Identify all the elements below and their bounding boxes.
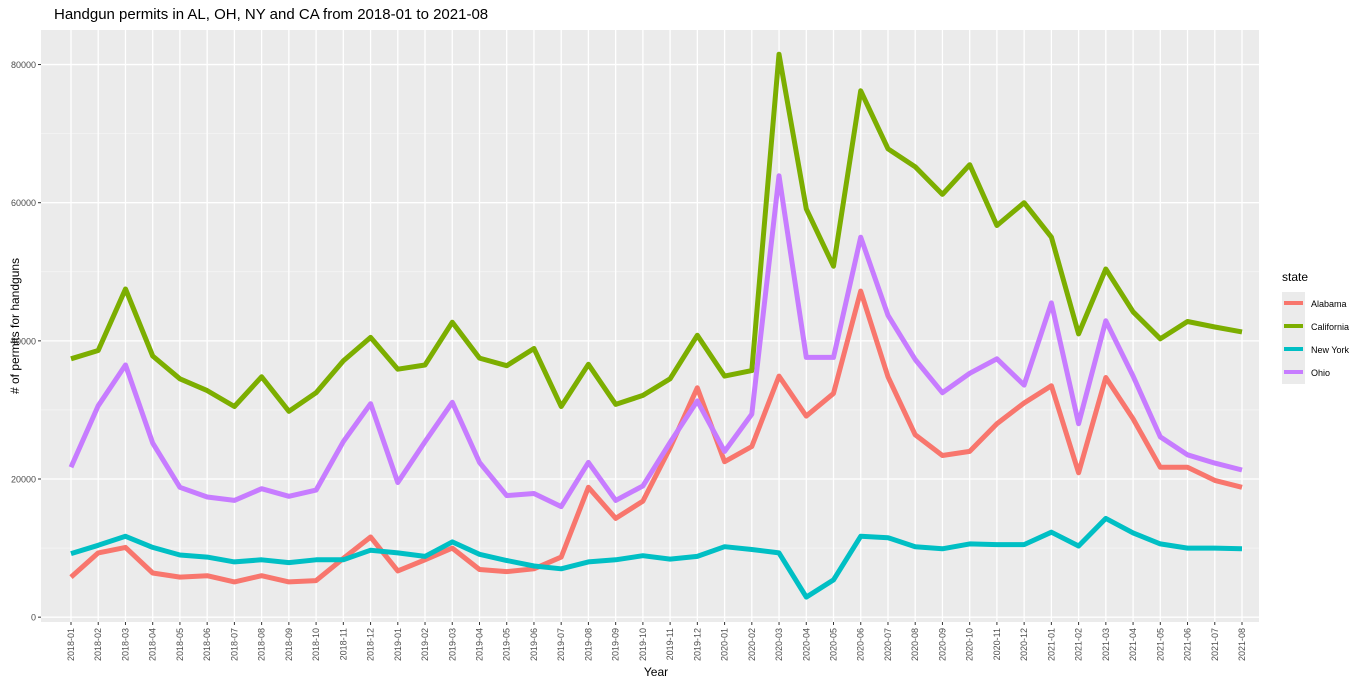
legend-swatch: [1282, 361, 1305, 384]
x-tick-label: 2020-05: [829, 628, 839, 661]
x-tick-label: 2018-01: [66, 628, 76, 661]
x-tick-label: 2019-09: [611, 628, 621, 661]
x-tick-label: 2018-10: [311, 628, 321, 661]
y-axis: 0 20000 40000 60000 80000: [11, 60, 41, 623]
legend-label: Alabama: [1311, 298, 1347, 309]
legend-label: California: [1311, 321, 1350, 332]
x-tick-label: 2020-12: [1019, 628, 1029, 661]
y-tick-label: 40000: [11, 336, 36, 346]
x-tick-label: 2018-12: [366, 628, 376, 661]
x-tick-label: 2021-05: [1155, 628, 1165, 661]
x-tick-label: 2021-04: [1128, 628, 1138, 661]
x-tick-label: 2020-01: [720, 628, 730, 661]
y-tick-label: 60000: [11, 198, 36, 208]
x-tick-label: 2019-01: [393, 628, 403, 661]
x-tick-label: 2018-06: [202, 628, 212, 661]
legend-item-alabama: Alabama: [1282, 292, 1349, 315]
y-tick-label: 80000: [11, 60, 36, 70]
series-line-california: [70, 51, 1243, 414]
chart-title: Handgun permits in AL, OH, NY and CA fro…: [54, 6, 489, 23]
x-tick-label: 2018-11: [338, 628, 348, 660]
x-tick-label: 2019-02: [420, 628, 430, 661]
legend-swatch: [1282, 315, 1305, 338]
legend: state Alabama California New York Ohio: [1282, 270, 1349, 384]
x-tick-label: 2020-07: [883, 628, 893, 661]
x-tick-label: 2020-06: [856, 628, 866, 661]
x-tick-label: 2019-11: [665, 628, 675, 660]
x-tick-label: 2021-03: [1101, 628, 1111, 661]
x-tick-label: 2018-07: [229, 628, 239, 661]
x-tick-label: 2019-12: [692, 628, 702, 661]
x-tick-label: 2018-02: [93, 628, 103, 661]
legend-item-california: California: [1282, 315, 1349, 338]
x-axis-label: Year: [644, 665, 668, 679]
legend-swatch: [1282, 292, 1305, 315]
x-axis: 2018-01 2018-02 2018-03 2018-04 2018-05 2018-…: [66, 622, 1247, 661]
x-tick-label: 2020-04: [801, 628, 811, 661]
x-tick-label: 2020-11: [992, 628, 1002, 660]
legend-item-ohio: Ohio: [1282, 361, 1349, 384]
x-tick-label: 2018-09: [284, 628, 294, 661]
x-tick-label: 2018-08: [257, 628, 267, 661]
legend-title: state: [1282, 270, 1309, 284]
x-tick-label: 2021-06: [1183, 628, 1193, 661]
x-tick-label: 2019-08: [583, 628, 593, 661]
x-tick-label: 2019-10: [638, 628, 648, 661]
y-axis-label: # of permits for handguns: [8, 258, 22, 394]
legend-swatch: [1282, 338, 1305, 361]
x-tick-label: 2021-07: [1210, 628, 1220, 661]
legend-items: Alabama California New York Ohio: [1282, 292, 1349, 384]
series-line-alabama: [69, 288, 1243, 585]
x-tick-label: 2019-04: [474, 628, 484, 661]
x-tick-label: 2018-05: [175, 628, 185, 661]
x-tick-label: 2018-04: [148, 628, 158, 661]
legend-label: Ohio: [1311, 367, 1331, 378]
x-tick-label: 2019-07: [556, 628, 566, 661]
y-tick-label: 0: [31, 613, 36, 623]
series-layer: [68, 51, 1243, 600]
minor-gridlines: [41, 133, 1259, 549]
x-tick-label: 2020-10: [965, 628, 975, 661]
y-tick-label: 20000: [11, 475, 36, 485]
x-tick-label: 2021-08: [1237, 628, 1247, 661]
series-line-ohio: [68, 173, 1243, 510]
x-tick-label: 2021-01: [1046, 628, 1056, 661]
legend-item-new-york: New York: [1282, 338, 1349, 361]
x-tick-label: 2020-03: [774, 628, 784, 661]
x-tick-label: 2019-05: [502, 628, 512, 661]
x-tick-label: 2019-03: [447, 628, 457, 661]
series-line-new-york: [70, 515, 1243, 600]
x-tick-label: 2020-02: [747, 628, 757, 661]
x-tick-label: 2021-02: [1074, 628, 1084, 661]
x-tick-label: 2018-03: [120, 628, 130, 661]
x-tick-label: 2020-08: [910, 628, 920, 661]
legend-label: New York: [1311, 344, 1350, 355]
x-tick-label: 2020-09: [937, 628, 947, 661]
x-tick-label: 2019-06: [529, 628, 539, 661]
